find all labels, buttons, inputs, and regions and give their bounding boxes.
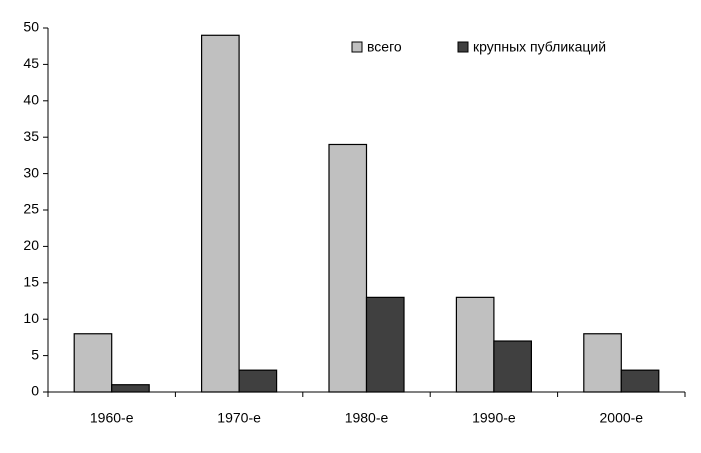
y-tick-label: 35 bbox=[23, 128, 39, 144]
bar bbox=[620, 369, 660, 393]
x-tick-label: 1980-е bbox=[345, 410, 389, 426]
y-tick-label: 45 bbox=[23, 55, 39, 71]
legend-swatch bbox=[457, 41, 469, 53]
x-tick-label: 1990-е bbox=[472, 410, 516, 426]
bar bbox=[111, 384, 150, 393]
y-tick-label: 10 bbox=[23, 310, 39, 326]
bar bbox=[583, 333, 622, 393]
y-tick-label: 25 bbox=[23, 201, 39, 217]
bar bbox=[365, 296, 405, 393]
bar bbox=[73, 333, 113, 393]
legend-swatch bbox=[351, 41, 363, 53]
bar bbox=[493, 340, 532, 393]
y-tick-label: 40 bbox=[23, 92, 39, 108]
bar bbox=[328, 143, 368, 393]
legend-label: всего bbox=[367, 39, 402, 55]
y-tick-label: 5 bbox=[31, 346, 39, 362]
y-tick-label: 50 bbox=[23, 19, 39, 35]
legend-label: крупных публикаций bbox=[473, 39, 606, 55]
x-tick-label: 1960-е bbox=[90, 410, 134, 426]
bar bbox=[455, 296, 495, 393]
bar bbox=[238, 369, 278, 393]
y-tick-label: 30 bbox=[23, 164, 39, 180]
x-tick-label: 2000-е bbox=[600, 410, 644, 426]
bar bbox=[201, 34, 240, 393]
y-tick-label: 15 bbox=[23, 274, 39, 290]
y-tick-label: 20 bbox=[23, 237, 39, 253]
x-tick-label: 1970-е bbox=[217, 410, 261, 426]
y-tick-label: 0 bbox=[31, 383, 39, 399]
